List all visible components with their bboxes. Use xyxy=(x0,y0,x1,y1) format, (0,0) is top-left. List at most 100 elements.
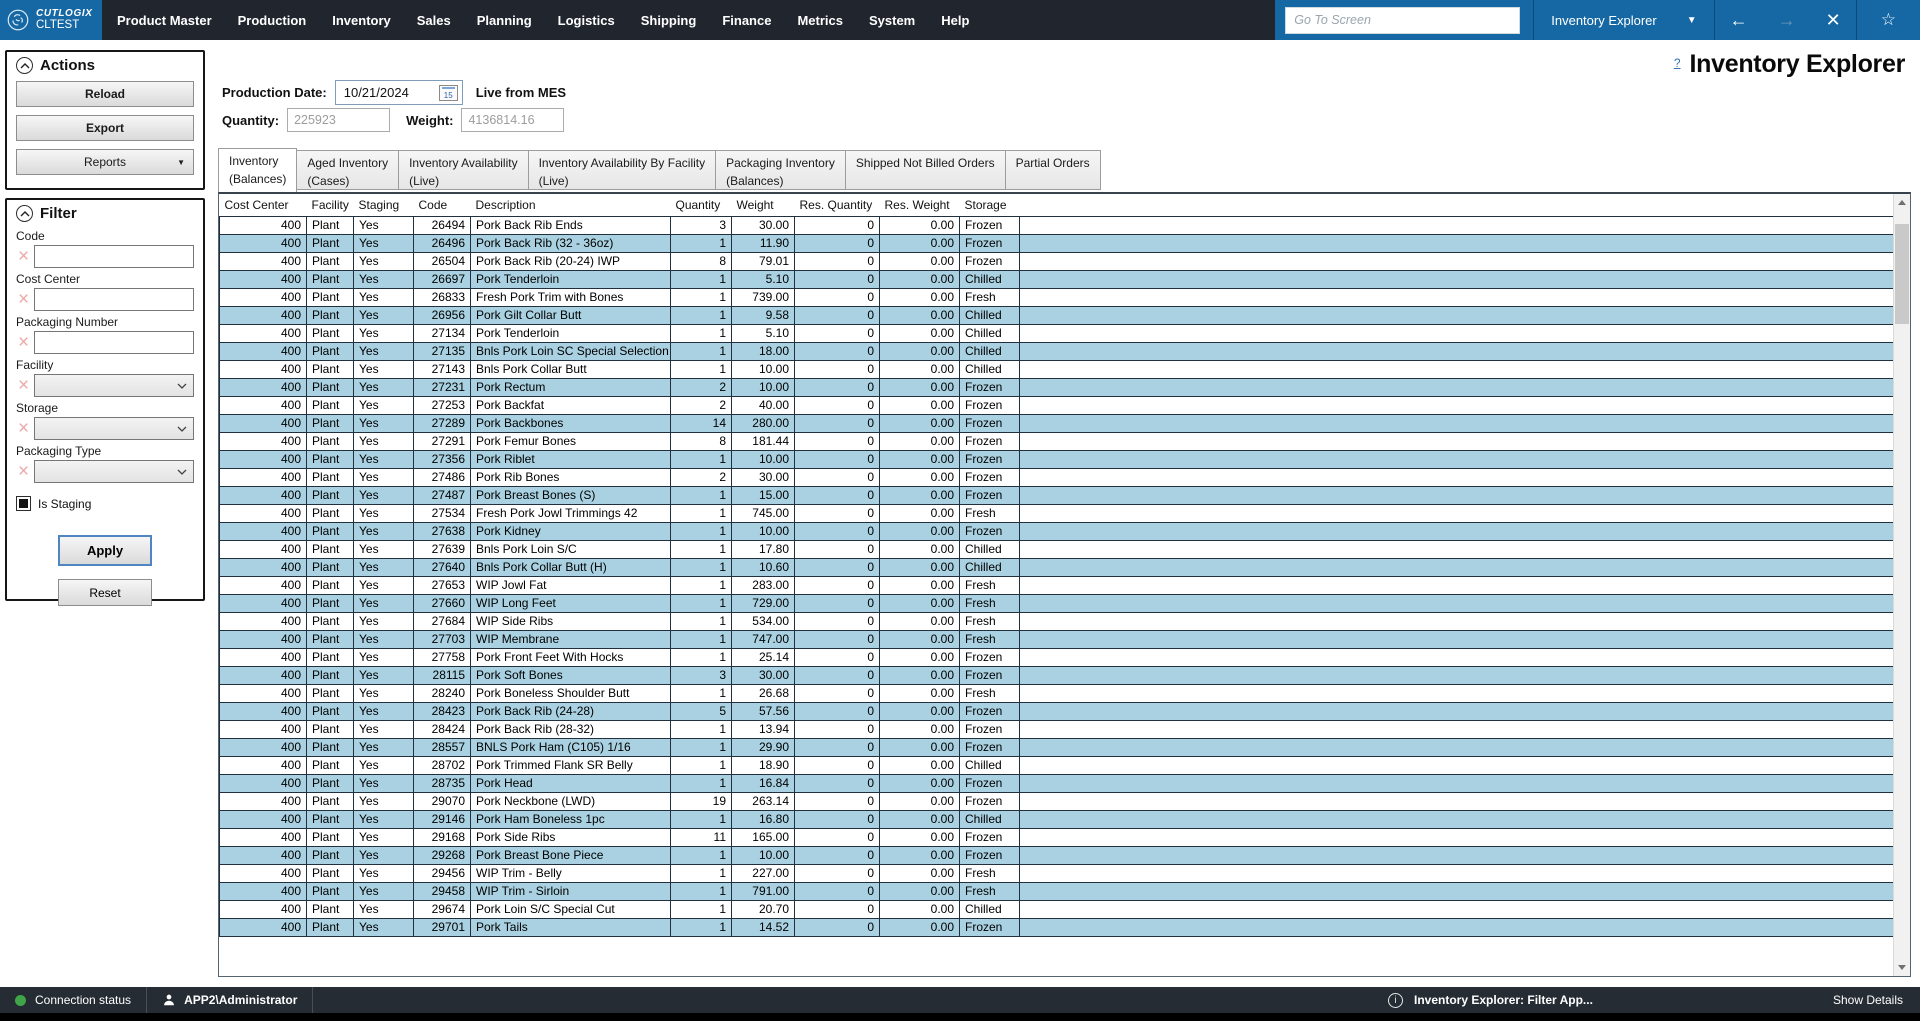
is-staging-checkbox[interactable] xyxy=(16,496,31,511)
menu-shipping[interactable]: Shipping xyxy=(640,12,697,28)
table-row[interactable]: 400 Plant Yes 27638 Pork Kidney 1 10.00 … xyxy=(219,521,1893,541)
table-row[interactable]: 400 Plant Yes 27639 Bnls Pork Loin S/C 1… xyxy=(219,539,1893,559)
table-row[interactable]: 400 Plant Yes 27134 Pork Tenderloin 1 5.… xyxy=(219,323,1893,343)
scrollbar-thumb[interactable] xyxy=(1895,224,1909,324)
table-row[interactable]: 400 Plant Yes 27660 WIP Long Feet 1 729.… xyxy=(219,593,1893,613)
clear-code-icon[interactable]: × xyxy=(17,246,30,267)
tab-shipped-not-billed-orders[interactable]: Shipped Not Billed Orders xyxy=(844,150,1006,190)
table-row[interactable]: 400 Plant Yes 29701 Pork Tails 1 14.52 0… xyxy=(219,917,1893,937)
show-details-button[interactable]: Show Details xyxy=(1832,993,1903,1007)
menu-metrics[interactable]: Metrics xyxy=(797,12,843,28)
export-button[interactable]: Export xyxy=(16,115,194,141)
favorite-star-button[interactable]: ☆ xyxy=(1880,10,1896,29)
table-row[interactable]: 400 Plant Yes 26494 Pork Back Rib Ends 3… xyxy=(219,215,1893,235)
help-link[interactable]: ? xyxy=(1673,55,1681,70)
packaging-type-filter-select[interactable] xyxy=(34,460,194,483)
table-row[interactable]: 400 Plant Yes 29268 Pork Breast Bone Pie… xyxy=(219,845,1893,865)
table-row[interactable]: 400 Plant Yes 27703 WIP Membrane 1 747.0… xyxy=(219,629,1893,649)
table-row[interactable]: 400 Plant Yes 27291 Pork Femur Bones 8 1… xyxy=(219,431,1893,451)
tab-packaging-inventory-balances[interactable]: Packaging Inventory (Balances) xyxy=(715,150,846,190)
close-screen-button[interactable]: ✕ xyxy=(1825,10,1841,30)
back-button[interactable]: ← xyxy=(1729,10,1748,30)
table-row[interactable]: 400 Plant Yes 27758 Pork Front Feet With… xyxy=(219,647,1893,667)
menu-finance[interactable]: Finance xyxy=(722,12,772,28)
table-row[interactable]: 400 Plant Yes 28423 Pork Back Rib (24-28… xyxy=(219,701,1893,721)
cost-center-filter-input[interactable] xyxy=(34,288,194,311)
clear-facility-icon[interactable]: × xyxy=(17,375,30,396)
packaging-number-filter-input[interactable] xyxy=(34,331,194,354)
column-header-res-quantity[interactable]: Res. Quantity xyxy=(794,194,880,217)
table-row[interactable]: 400 Plant Yes 28557 BNLS Pork Ham (C105)… xyxy=(219,737,1893,757)
table-row[interactable]: 400 Plant Yes 29146 Pork Ham Boneless 1p… xyxy=(219,809,1893,829)
table-row[interactable]: 400 Plant Yes 29456 WIP Trim - Belly 1 2… xyxy=(219,863,1893,883)
table-row[interactable]: 400 Plant Yes 28115 Pork Soft Bones 3 30… xyxy=(219,665,1893,685)
menu-system[interactable]: System xyxy=(868,12,916,28)
table-row[interactable]: 400 Plant Yes 27253 Pork Backfat 2 40.00… xyxy=(219,395,1893,415)
column-header-res-weight[interactable]: Res. Weight xyxy=(879,194,960,217)
menu-help[interactable]: Help xyxy=(941,12,970,28)
menu-planning[interactable]: Planning xyxy=(476,12,532,28)
clear-cost-center-icon[interactable]: × xyxy=(17,289,30,310)
table-row[interactable]: 400 Plant Yes 29458 WIP Trim - Sirloin 1… xyxy=(219,881,1893,901)
reload-button[interactable]: Reload xyxy=(16,81,194,107)
table-row[interactable]: 400 Plant Yes 27640 Bnls Pork Collar But… xyxy=(219,557,1893,577)
clear-storage-icon[interactable]: × xyxy=(17,418,30,439)
menu-sales[interactable]: Sales xyxy=(416,12,451,28)
table-row[interactable]: 400 Plant Yes 27231 Pork Rectum 2 10.00 … xyxy=(219,377,1893,397)
production-date-input[interactable]: 10/21/2024 15 xyxy=(334,80,463,105)
calendar-icon[interactable]: 15 xyxy=(438,84,458,101)
column-header-code[interactable]: Code xyxy=(413,194,471,217)
vertical-scrollbar[interactable] xyxy=(1893,194,1910,976)
column-header-facility[interactable]: Facility xyxy=(306,194,354,217)
table-row[interactable]: 400 Plant Yes 26504 Pork Back Rib (20-24… xyxy=(219,251,1893,271)
menu-product-master[interactable]: Product Master xyxy=(117,12,212,28)
table-row[interactable]: 400 Plant Yes 28702 Pork Trimmed Flank S… xyxy=(219,755,1893,775)
table-row[interactable]: 400 Plant Yes 27487 Pork Breast Bones (S… xyxy=(219,485,1893,505)
table-row[interactable]: 400 Plant Yes 26833 Fresh Pork Trim with… xyxy=(219,287,1893,307)
reports-dropdown-button[interactable]: Reports ▼ xyxy=(16,149,194,175)
apply-button[interactable]: Apply xyxy=(58,535,152,566)
table-row[interactable]: 400 Plant Yes 27143 Bnls Pork Collar But… xyxy=(219,359,1893,379)
table-row[interactable]: 400 Plant Yes 27534 Fresh Pork Jowl Trim… xyxy=(219,503,1893,523)
scroll-up-button[interactable] xyxy=(1894,194,1910,211)
table-row[interactable]: 400 Plant Yes 26697 Pork Tenderloin 1 5.… xyxy=(219,269,1893,289)
tab-aged-inventory-cases[interactable]: Aged Inventory (Cases) xyxy=(296,150,400,190)
menu-logistics[interactable]: Logistics xyxy=(557,12,615,28)
menu-inventory[interactable]: Inventory xyxy=(332,12,391,28)
facility-filter-select[interactable] xyxy=(34,374,194,397)
table-row[interactable]: 400 Plant Yes 29168 Pork Side Ribs 11 16… xyxy=(219,827,1893,847)
table-row[interactable]: 400 Plant Yes 27486 Pork Rib Bones 2 30.… xyxy=(219,467,1893,487)
table-row[interactable]: 400 Plant Yes 28735 Pork Head 1 16.84 0 … xyxy=(219,773,1893,793)
tab-inventory-availability-by-facility-live[interactable]: Inventory Availability By Facility (Live) xyxy=(527,150,717,190)
storage-filter-select[interactable] xyxy=(34,417,194,440)
scroll-down-button[interactable] xyxy=(1894,959,1910,976)
clear-packaging-type-icon[interactable]: × xyxy=(17,461,30,482)
code-filter-input[interactable] xyxy=(34,245,194,268)
column-header-cost-center[interactable]: Cost Center xyxy=(219,194,307,217)
menu-production[interactable]: Production xyxy=(237,12,307,28)
screen-selector-dropdown[interactable]: Inventory Explorer ▼ xyxy=(1534,13,1713,28)
tab-inventory-balances[interactable]: Inventory (Balances) xyxy=(218,148,298,192)
tab-partial-orders[interactable]: Partial Orders xyxy=(1004,150,1101,190)
app-logo[interactable]: CUTLOGIX CLTEST xyxy=(0,0,102,40)
table-row[interactable]: 400 Plant Yes 29674 Pork Loin S/C Specia… xyxy=(219,899,1893,919)
table-row[interactable]: 400 Plant Yes 27135 Bnls Pork Loin SC Sp… xyxy=(219,341,1893,361)
table-row[interactable]: 400 Plant Yes 28240 Pork Boneless Should… xyxy=(219,683,1893,703)
tab-inventory-availability-live[interactable]: Inventory Availability (Live) xyxy=(398,150,529,190)
forward-button[interactable]: → xyxy=(1777,10,1796,30)
go-to-screen-input[interactable] xyxy=(1285,6,1521,34)
collapse-actions-icon[interactable] xyxy=(16,57,33,74)
column-header-weight[interactable]: Weight xyxy=(731,194,795,217)
table-row[interactable]: 400 Plant Yes 26956 Pork Gilt Collar But… xyxy=(219,305,1893,325)
table-row[interactable]: 400 Plant Yes 27356 Pork Riblet 1 10.00 … xyxy=(219,449,1893,469)
table-row[interactable]: 400 Plant Yes 27684 WIP Side Ribs 1 534.… xyxy=(219,611,1893,631)
current-user[interactable]: APP2\Administrator xyxy=(146,987,314,1013)
column-header-staging[interactable]: Staging xyxy=(353,194,414,217)
table-row[interactable]: 400 Plant Yes 28424 Pork Back Rib (28-32… xyxy=(219,719,1893,739)
column-header-storage[interactable]: Storage xyxy=(959,194,1020,217)
table-row[interactable]: 400 Plant Yes 27289 Pork Backbones 14 28… xyxy=(219,413,1893,433)
column-header-description[interactable]: Description xyxy=(470,194,671,217)
clear-packaging-number-icon[interactable]: × xyxy=(17,332,30,353)
reset-button[interactable]: Reset xyxy=(58,579,152,606)
table-row[interactable]: 400 Plant Yes 29070 Pork Neckbone (LWD) … xyxy=(219,791,1893,811)
